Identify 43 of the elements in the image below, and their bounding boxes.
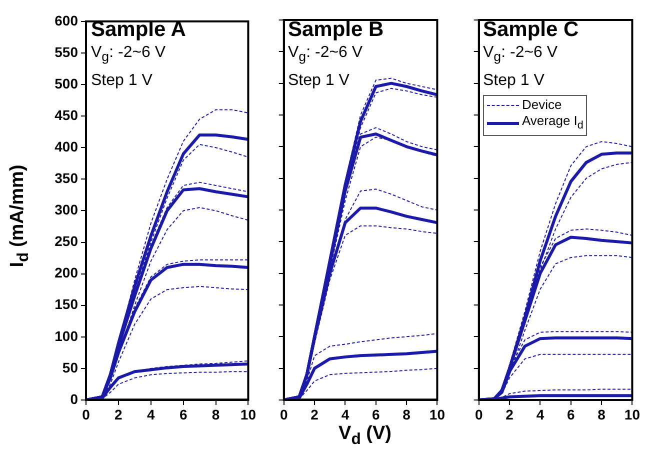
x-tick-label: 2 bbox=[310, 406, 319, 422]
y-tick-label: 500 bbox=[54, 75, 78, 92]
legend-label: Average I$_{d}$ bbox=[522, 113, 584, 134]
x-tick-label: 8 bbox=[598, 406, 606, 422]
annotation: Step 1 V bbox=[288, 71, 350, 92]
x-tick-label: 4 bbox=[341, 406, 350, 422]
x-tick-label: 2 bbox=[114, 406, 123, 422]
y-tick-label: 0 bbox=[70, 390, 78, 407]
x-tick-label: 0 bbox=[280, 406, 288, 422]
chart-title: Sample C bbox=[483, 18, 580, 41]
y-tick-label: 300 bbox=[54, 202, 78, 218]
x-tick-label: 6 bbox=[179, 406, 188, 422]
x-tick-label: 2 bbox=[506, 406, 514, 422]
x-tick-label: 8 bbox=[402, 406, 411, 422]
annotation: Step 1 V bbox=[483, 71, 546, 92]
x-tick-label: 4 bbox=[146, 406, 155, 422]
x-axis-title: V$_{d}$ (V) bbox=[338, 423, 392, 449]
x-tick-label: 10 bbox=[624, 406, 640, 422]
y-tick-label: 150 bbox=[54, 296, 78, 312]
y-tick-label: 50 bbox=[62, 359, 78, 376]
y-tick-label: 400 bbox=[54, 138, 78, 154]
x-tick-label: 0 bbox=[474, 406, 483, 422]
annotation: V$_{g}$: -2~6 V bbox=[91, 43, 167, 66]
x-tick-label: 6 bbox=[372, 406, 380, 422]
y-tick-label: 550 bbox=[54, 44, 78, 60]
x-tick-label: 10 bbox=[240, 406, 256, 422]
x-tick-label: 0 bbox=[82, 406, 90, 422]
y-tick-label: 100 bbox=[54, 328, 78, 344]
annotation: V$_{g}$: -2~6 V bbox=[483, 43, 559, 66]
y-tick-label: 600 bbox=[54, 12, 78, 28]
legend-label: Device bbox=[522, 97, 562, 114]
y-tick-label: 250 bbox=[54, 233, 78, 250]
y-tick-label: 450 bbox=[54, 106, 78, 123]
chart-title: Sample B bbox=[288, 18, 385, 41]
x-tick-label: 10 bbox=[429, 406, 446, 422]
x-tick-label: 8 bbox=[212, 406, 220, 422]
chart-title: Sample A bbox=[91, 18, 187, 41]
y-tick-label: 200 bbox=[54, 264, 78, 281]
x-tick-label: 6 bbox=[566, 406, 575, 422]
x-tick-label: 4 bbox=[536, 406, 544, 422]
y-tick-label: 350 bbox=[54, 170, 78, 186]
annotation: V$_{g}$: -2~6 V bbox=[288, 43, 364, 66]
annotation: Step 1 V bbox=[91, 71, 154, 92]
